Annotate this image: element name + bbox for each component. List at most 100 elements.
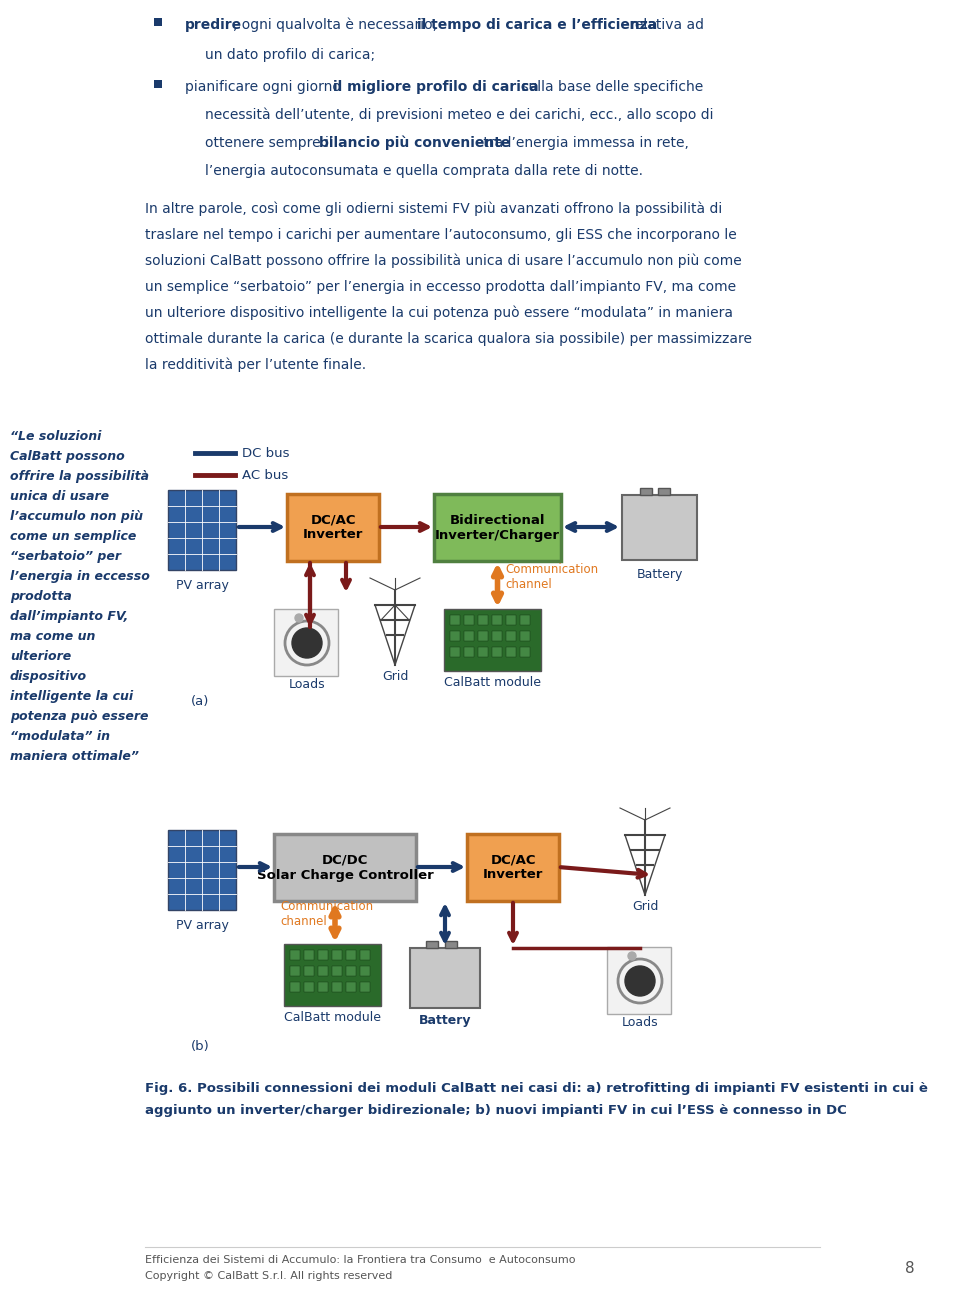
Text: necessità dell’utente, di previsioni meteo e dei carichi, ecc., allo scopo di: necessità dell’utente, di previsioni met… — [205, 108, 713, 123]
Text: offrire la possibilità: offrire la possibilità — [10, 470, 149, 483]
FancyBboxPatch shape — [168, 490, 236, 569]
Text: Efficienza dei Sistemi di Accumulo: la Frontiera tra Consumo  e Autoconsumo: Efficienza dei Sistemi di Accumulo: la F… — [145, 1255, 575, 1266]
Text: come un semplice: come un semplice — [10, 530, 136, 543]
Text: Grid: Grid — [382, 670, 408, 683]
Text: un dato profilo di carica;: un dato profilo di carica; — [205, 48, 375, 61]
FancyBboxPatch shape — [640, 488, 652, 495]
Text: “Le soluzioni: “Le soluzioni — [10, 430, 102, 443]
Text: potenza può essere: potenza può essere — [10, 710, 149, 724]
Text: unica di usare: unica di usare — [10, 490, 109, 503]
FancyBboxPatch shape — [168, 831, 236, 910]
Text: (b): (b) — [191, 1040, 209, 1053]
FancyBboxPatch shape — [492, 646, 502, 657]
Text: l’energia autoconsumata e quella comprata dalla rete di notte.: l’energia autoconsumata e quella comprat… — [205, 165, 643, 178]
FancyBboxPatch shape — [445, 942, 457, 948]
Text: Loads: Loads — [622, 1016, 659, 1029]
FancyBboxPatch shape — [492, 631, 502, 641]
Text: CalBatt module: CalBatt module — [444, 677, 541, 690]
Text: l’accumulo non più: l’accumulo non più — [10, 511, 143, 522]
FancyBboxPatch shape — [607, 947, 671, 1013]
Text: “serbatoio” per: “serbatoio” per — [10, 550, 121, 563]
Text: DC/DC
Solar Charge Controller: DC/DC Solar Charge Controller — [256, 854, 433, 882]
Text: predire: predire — [185, 18, 242, 33]
Text: CalBatt module: CalBatt module — [284, 1011, 381, 1024]
Text: Copyright © CalBatt S.r.l. All rights reserved: Copyright © CalBatt S.r.l. All rights re… — [145, 1271, 393, 1281]
Text: Battery: Battery — [636, 568, 683, 581]
FancyBboxPatch shape — [360, 949, 370, 960]
FancyBboxPatch shape — [658, 488, 670, 495]
FancyBboxPatch shape — [346, 966, 356, 976]
Text: un ulteriore dispositivo intelligente la cui potenza può essere “modulata” in ma: un ulteriore dispositivo intelligente la… — [145, 306, 733, 320]
Text: (a): (a) — [191, 695, 209, 708]
Text: In altre parole, così come gli odierni sistemi FV più avanzati offrono la possib: In altre parole, così come gli odierni s… — [145, 202, 722, 217]
Text: l’energia in eccesso: l’energia in eccesso — [10, 569, 150, 582]
FancyBboxPatch shape — [332, 949, 342, 960]
FancyBboxPatch shape — [287, 494, 379, 562]
FancyBboxPatch shape — [520, 646, 530, 657]
Text: prodotta: prodotta — [10, 590, 72, 603]
Text: Grid: Grid — [632, 900, 659, 913]
FancyBboxPatch shape — [318, 949, 328, 960]
FancyBboxPatch shape — [360, 982, 370, 993]
FancyBboxPatch shape — [360, 966, 370, 976]
FancyBboxPatch shape — [450, 646, 460, 657]
Text: PV array: PV array — [176, 919, 228, 932]
Text: DC bus: DC bus — [242, 447, 290, 460]
FancyBboxPatch shape — [332, 982, 342, 993]
Text: tra l’energia immessa in rete,: tra l’energia immessa in rete, — [479, 136, 689, 150]
Text: pianificare ogni giorno: pianificare ogni giorno — [185, 80, 346, 94]
Text: relativa ad: relativa ad — [625, 18, 704, 33]
Text: DC/AC
Inverter: DC/AC Inverter — [483, 854, 543, 882]
FancyBboxPatch shape — [410, 948, 480, 1008]
FancyBboxPatch shape — [520, 615, 530, 626]
Text: bilancio più conveniente: bilancio più conveniente — [319, 136, 511, 150]
Text: CalBatt possono: CalBatt possono — [10, 451, 125, 464]
FancyBboxPatch shape — [478, 646, 488, 657]
Text: DC/AC
Inverter: DC/AC Inverter — [302, 513, 363, 542]
FancyBboxPatch shape — [318, 966, 328, 976]
Text: dispositivo: dispositivo — [10, 670, 87, 683]
FancyBboxPatch shape — [332, 966, 342, 976]
FancyBboxPatch shape — [464, 615, 474, 626]
FancyBboxPatch shape — [506, 646, 516, 657]
FancyBboxPatch shape — [478, 615, 488, 626]
FancyBboxPatch shape — [290, 966, 300, 976]
Text: , ogni qualvolta è necessario,: , ogni qualvolta è necessario, — [233, 18, 442, 33]
FancyBboxPatch shape — [318, 982, 328, 993]
Text: 8: 8 — [905, 1262, 915, 1276]
Text: traslare nel tempo i carichi per aumentare l’autoconsumo, gli ESS che incorporan: traslare nel tempo i carichi per aumenta… — [145, 229, 736, 242]
FancyBboxPatch shape — [304, 982, 314, 993]
FancyBboxPatch shape — [434, 494, 561, 562]
FancyBboxPatch shape — [274, 609, 338, 677]
FancyBboxPatch shape — [622, 495, 697, 560]
Text: il tempo di carica e l’efficienza: il tempo di carica e l’efficienza — [417, 18, 658, 33]
FancyBboxPatch shape — [520, 631, 530, 641]
Text: intelligente la cui: intelligente la cui — [10, 690, 133, 703]
FancyBboxPatch shape — [346, 982, 356, 993]
Text: la redditività per l’utente finale.: la redditività per l’utente finale. — [145, 358, 366, 372]
Text: dall’impianto FV,: dall’impianto FV, — [10, 610, 129, 623]
Text: Communication
channel: Communication channel — [280, 900, 373, 929]
Text: Communication
channel: Communication channel — [506, 563, 599, 592]
FancyBboxPatch shape — [478, 631, 488, 641]
FancyBboxPatch shape — [284, 944, 381, 1006]
Circle shape — [292, 628, 322, 658]
FancyBboxPatch shape — [464, 631, 474, 641]
Text: PV array: PV array — [176, 579, 228, 592]
Text: ottenere sempre il: ottenere sempre il — [205, 136, 337, 150]
Text: ma come un: ma come un — [10, 629, 95, 643]
Text: aggiunto un inverter/charger bidirezionale; b) nuovi impianti FV in cui l’ESS è : aggiunto un inverter/charger bidireziona… — [145, 1104, 847, 1117]
FancyBboxPatch shape — [467, 835, 559, 901]
FancyBboxPatch shape — [492, 615, 502, 626]
Text: “modulata” in: “modulata” in — [10, 730, 110, 743]
FancyBboxPatch shape — [290, 949, 300, 960]
Text: sulla base delle specifiche: sulla base delle specifiche — [517, 80, 704, 94]
FancyBboxPatch shape — [450, 631, 460, 641]
Circle shape — [625, 966, 655, 996]
Text: Bidirectional
Inverter/Charger: Bidirectional Inverter/Charger — [435, 513, 560, 542]
Circle shape — [628, 952, 636, 960]
FancyBboxPatch shape — [506, 615, 516, 626]
Circle shape — [295, 614, 303, 622]
FancyBboxPatch shape — [426, 942, 438, 948]
Text: maniera ottimale”: maniera ottimale” — [10, 750, 139, 763]
